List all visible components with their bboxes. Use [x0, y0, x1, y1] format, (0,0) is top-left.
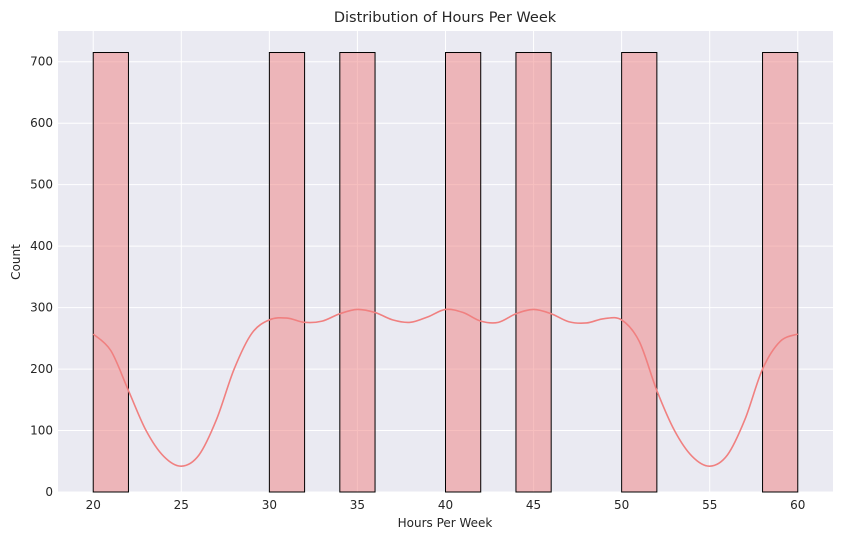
x-tick-label: 60: [790, 498, 805, 512]
x-tick-label: 30: [262, 498, 277, 512]
histogram-bar: [621, 52, 658, 493]
y-tick-label: 600: [30, 116, 53, 130]
y-tick-label: 700: [30, 55, 53, 69]
y-tick-label: 200: [30, 362, 53, 376]
histogram-bar: [515, 52, 552, 493]
histogram-bars: [92, 52, 799, 493]
histogram-bar: [339, 52, 376, 493]
x-tick-label: 55: [702, 498, 717, 512]
histogram-bar: [762, 52, 799, 493]
histogram-bar: [268, 52, 306, 493]
chart-title: Distribution of Hours Per Week: [334, 10, 557, 26]
x-tick-label: 35: [350, 498, 365, 512]
histogram-bar: [445, 52, 482, 493]
x-tick-label: 20: [86, 498, 101, 512]
y-tick-label: 0: [45, 485, 53, 499]
y-tick-label: 100: [30, 424, 53, 438]
x-tick-label: 40: [438, 498, 453, 512]
x-tick-label: 25: [174, 498, 189, 512]
y-tick-label: 400: [30, 239, 53, 253]
y-tick-label: 300: [30, 301, 53, 315]
x-axis-label: Hours Per Week: [398, 516, 493, 530]
x-tick-label: 50: [614, 498, 629, 512]
kde-curve: [92, 308, 799, 467]
y-axis-ticks: 0 100 200 300 400 500 600 700: [30, 55, 53, 499]
x-tick-label: 45: [526, 498, 541, 512]
x-axis-ticks: 20 25 30 35 40 45 50 55 60: [86, 498, 806, 512]
y-axis-label: Count: [9, 244, 23, 280]
histogram-bar: [92, 52, 129, 493]
y-tick-label: 500: [30, 178, 53, 192]
